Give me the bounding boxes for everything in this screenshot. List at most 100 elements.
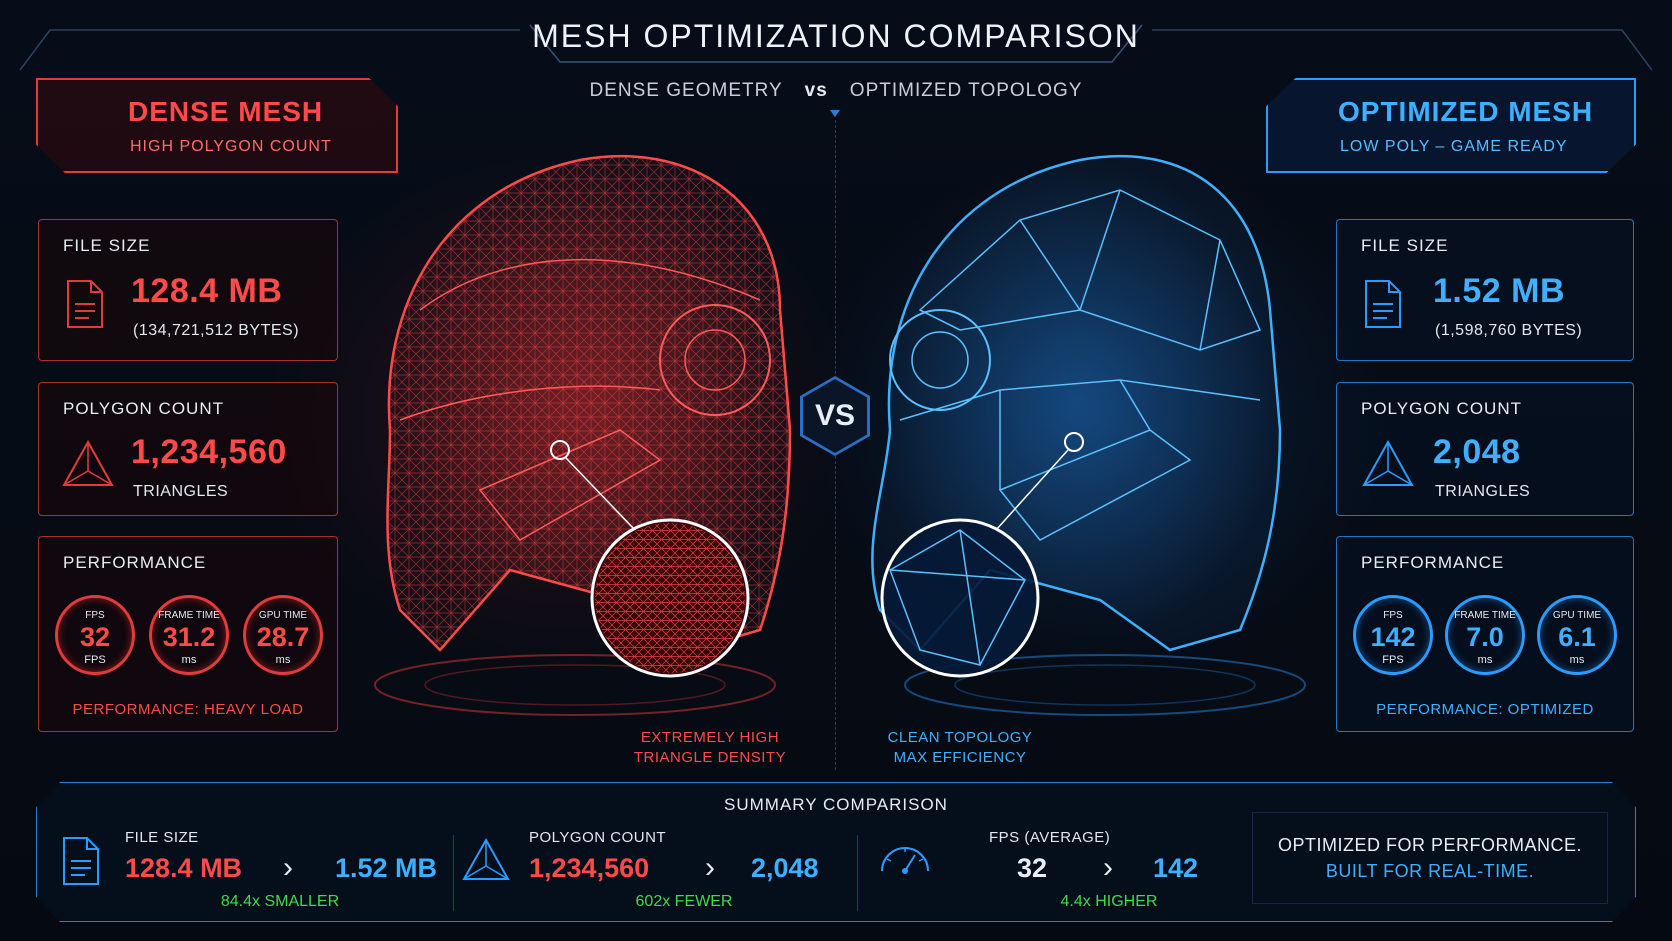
frame-time-gauge: FRAME TIME 7.0 ms bbox=[1445, 595, 1525, 675]
chevron-right-icon: › bbox=[283, 851, 293, 884]
caption-line: TRIANGLE DENSITY bbox=[633, 749, 787, 766]
subtitle-left: DENSE GEOMETRY bbox=[589, 80, 783, 101]
gauge-value: 142 bbox=[1370, 622, 1416, 652]
optimized-file-size-bytes: (1,598,760 BYTES) bbox=[1435, 322, 1583, 339]
caption-line: CLEAN TOPOLOGY bbox=[887, 729, 1033, 746]
subtitle-vs: vs bbox=[804, 80, 828, 101]
summary-label: POLYGON COUNT bbox=[529, 829, 667, 846]
gauge-unit: ms bbox=[1569, 654, 1585, 666]
document-icon bbox=[63, 837, 99, 885]
summary-file-size: FILE SIZE 128.4 MB › 1.52 MB 84.4x SMALL… bbox=[61, 823, 451, 918]
optimized-file-size-card: FILE SIZE 1.52 MB (1,598,760 BYTES) bbox=[1336, 219, 1634, 361]
gauge-value: 6.1 bbox=[1558, 622, 1596, 652]
summary-to-value: 142 bbox=[1153, 853, 1199, 883]
dense-mesh-header: DENSE MESH HIGH POLYGON COUNT bbox=[36, 78, 398, 173]
dense-performance-card: PERFORMANCE FPS 32 FPS FRAME TIME 31.2 m… bbox=[38, 536, 338, 732]
optimized-mesh-title: OPTIMIZED MESH bbox=[1338, 96, 1594, 127]
dense-file-size-card: FILE SIZE 128.4 MB (134,721,512 BYTES) bbox=[38, 219, 338, 361]
summary-tagline: OPTIMIZED FOR PERFORMANCE. BUILT FOR REA… bbox=[1252, 812, 1608, 904]
gauge-value: 31.2 bbox=[162, 622, 216, 652]
summary-label: FILE SIZE bbox=[125, 829, 199, 846]
gauge-label: FRAME TIME bbox=[1454, 610, 1516, 621]
dense-polygon-unit: TRIANGLES bbox=[133, 483, 229, 500]
gauge-label: FPS bbox=[1383, 610, 1403, 621]
gauge-unit: ms bbox=[1477, 654, 1493, 666]
blue-base-ring bbox=[904, 654, 1306, 716]
polygon-count-label: POLYGON COUNT bbox=[1361, 399, 1522, 418]
caption-line: MAX EFFICIENCY bbox=[893, 749, 1027, 766]
optimized-zoom-circle bbox=[880, 518, 1040, 678]
optimized-polygon-value: 2,048 bbox=[1433, 433, 1521, 471]
tagline-line-1: OPTIMIZED FOR PERFORMANCE. bbox=[1277, 835, 1582, 855]
polygon-count-label: POLYGON COUNT bbox=[63, 399, 224, 418]
optimized-file-size-value: 1.52 MB bbox=[1433, 272, 1565, 310]
optimized-polygon-card: POLYGON COUNT 2,048 TRIANGLES bbox=[1336, 382, 1634, 516]
dense-zoom-marker bbox=[550, 440, 570, 460]
red-base-ring bbox=[374, 654, 776, 716]
optimized-mesh-header: OPTIMIZED MESH LOW POLY – GAME READY bbox=[1266, 78, 1636, 173]
gpu-time-gauge: GPU TIME 6.1 ms bbox=[1537, 595, 1617, 675]
dense-file-size-value: 128.4 MB bbox=[131, 272, 283, 310]
gauge-unit: FPS bbox=[84, 654, 106, 666]
dense-zoom-caption: EXTREMELY HIGH TRIANGLE DENSITY bbox=[600, 728, 820, 768]
triangle-mesh-icon bbox=[62, 439, 114, 486]
triangle-mesh-icon bbox=[1362, 439, 1414, 486]
dense-mesh-subtitle: HIGH POLYGON COUNT bbox=[130, 138, 332, 155]
optimized-mesh-subtitle: LOW POLY – GAME READY bbox=[1340, 138, 1568, 155]
summary-ratio: 84.4x SMALLER bbox=[220, 893, 340, 910]
gauge-unit: ms bbox=[181, 654, 197, 666]
gauge-value: 7.0 bbox=[1466, 622, 1504, 652]
page-title: MESH OPTIMIZATION COMPARISON bbox=[532, 18, 1140, 54]
tagline-line-2: BUILT FOR REAL-TIME. bbox=[1325, 861, 1535, 881]
gauge-unit: FPS bbox=[1382, 654, 1404, 666]
document-icon bbox=[1365, 280, 1401, 328]
fps-gauge: FPS 32 FPS bbox=[55, 595, 135, 675]
summary-panel: SUMMARY COMPARISON FILE SIZE 128.4 MB › … bbox=[36, 782, 1636, 922]
optimized-performance-card: PERFORMANCE FPS 142 FPS FRAME TIME 7.0 m… bbox=[1336, 536, 1634, 732]
summary-from-value: 1,234,560 bbox=[529, 853, 650, 883]
optimized-performance-status: PERFORMANCE: OPTIMIZED bbox=[1376, 701, 1594, 718]
fps-gauge: FPS 142 FPS bbox=[1353, 595, 1433, 675]
file-size-label: FILE SIZE bbox=[1361, 236, 1449, 255]
chevron-right-icon: › bbox=[705, 851, 715, 884]
gauge-label: GPU TIME bbox=[1552, 610, 1602, 621]
summary-polygon-count: POLYGON COUNT 1,234,560 › 2,048 602x FEW… bbox=[461, 823, 851, 918]
summary-title: SUMMARY COMPARISON bbox=[724, 795, 948, 814]
dense-mesh-title: DENSE MESH bbox=[128, 96, 324, 127]
optimized-zoom-caption: CLEAN TOPOLOGY MAX EFFICIENCY bbox=[850, 728, 1070, 768]
speedometer-icon bbox=[881, 847, 929, 874]
chevron-right-icon: › bbox=[1103, 851, 1113, 884]
triangle-mesh-icon bbox=[462, 837, 510, 880]
frame-time-gauge: FRAME TIME 31.2 ms bbox=[149, 595, 229, 675]
gauge-unit: ms bbox=[275, 654, 291, 666]
dense-performance-status: PERFORMANCE: HEAVY LOAD bbox=[72, 701, 304, 718]
summary-fps: FPS (AVERAGE) 32 › 142 4.4x HIGHER bbox=[877, 823, 1257, 918]
helmet-illustrations bbox=[374, 155, 1306, 716]
gauge-value: 28.7 bbox=[256, 622, 310, 652]
performance-label: PERFORMANCE bbox=[63, 553, 207, 572]
gauge-label: FPS bbox=[85, 610, 105, 621]
gpu-time-gauge: GPU TIME 28.7 ms bbox=[243, 595, 323, 675]
summary-from-value: 32 bbox=[1017, 853, 1048, 883]
gauge-label: FRAME TIME bbox=[158, 610, 220, 621]
vs-badge-text: VS bbox=[803, 379, 867, 453]
summary-from-value: 128.4 MB bbox=[125, 853, 243, 883]
performance-label: PERFORMANCE bbox=[1361, 553, 1505, 572]
gauge-label: GPU TIME bbox=[258, 610, 308, 621]
optimized-zoom-marker bbox=[1064, 432, 1084, 452]
optimized-polygon-unit: TRIANGLES bbox=[1435, 483, 1531, 500]
summary-divider bbox=[453, 835, 454, 911]
summary-label: FPS (AVERAGE) bbox=[989, 829, 1111, 846]
summary-to-value: 2,048 bbox=[751, 853, 819, 883]
dense-file-size-bytes: (134,721,512 BYTES) bbox=[133, 322, 300, 339]
dense-polygon-card: POLYGON COUNT 1,234,560 TRIANGLES bbox=[38, 382, 338, 516]
summary-to-value: 1.52 MB bbox=[335, 853, 438, 883]
summary-ratio: 602x FEWER bbox=[635, 893, 733, 910]
page-subtitle: DENSE GEOMETRY vs OPTIMIZED TOPOLOGY bbox=[0, 80, 1672, 102]
dense-polygon-value: 1,234,560 bbox=[131, 433, 287, 471]
subtitle-right: OPTIMIZED TOPOLOGY bbox=[849, 80, 1083, 101]
vs-badge: VS bbox=[800, 376, 870, 456]
summary-divider bbox=[857, 835, 858, 911]
summary-ratio: 4.4x HIGHER bbox=[1060, 893, 1158, 910]
